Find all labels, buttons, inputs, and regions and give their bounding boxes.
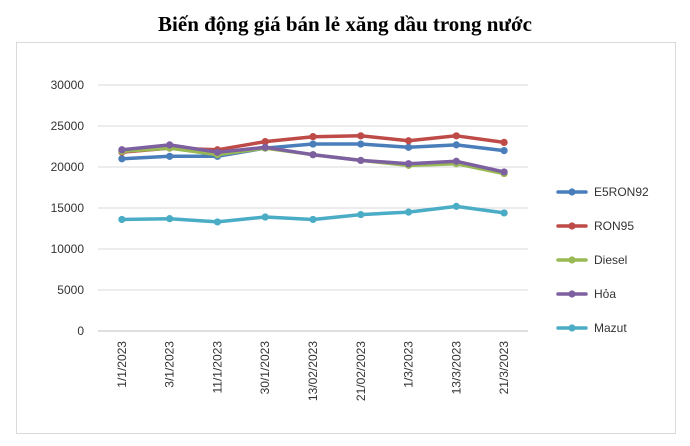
data-point: [261, 143, 269, 151]
data-point: [309, 151, 317, 159]
x-tick-label: 13/02/2023: [306, 341, 320, 401]
x-tick-label: 11/1/2023: [210, 341, 224, 394]
y-tick-label: 5000: [57, 283, 84, 297]
data-point: [357, 140, 365, 148]
x-tick-label: 30/1/2023: [258, 341, 272, 395]
data-point: [166, 152, 174, 160]
chart-frame: [16, 42, 676, 434]
x-tick-label: 21/02/2023: [354, 341, 368, 401]
y-tick-label: 0: [77, 324, 84, 338]
y-tick-label: 25000: [51, 119, 85, 133]
data-point: [452, 141, 460, 149]
data-point: [118, 215, 126, 224]
x-tick-label: 1/3/2023: [402, 341, 416, 388]
data-point: [357, 132, 365, 140]
legend-marker: [568, 290, 576, 298]
data-point: [452, 157, 460, 165]
data-point: [213, 148, 222, 156]
data-point: [261, 137, 269, 146]
data-point: [261, 213, 269, 221]
data-point: [500, 147, 508, 155]
data-point: [404, 208, 413, 216]
data-point: [166, 215, 174, 223]
data-point: [309, 133, 317, 141]
data-point: [404, 143, 413, 151]
y-tick-label: 20000: [51, 160, 85, 174]
data-point: [500, 209, 508, 217]
data-point: [452, 132, 460, 140]
data-point: [500, 168, 508, 176]
data-point: [404, 137, 413, 145]
data-point: [309, 140, 317, 148]
legend-label: Hỏa: [594, 287, 616, 301]
x-tick-label: 13/3/2023: [449, 341, 463, 395]
legend-label: E5RON92: [594, 185, 649, 199]
y-tick-label: 15000: [51, 201, 85, 215]
data-point: [309, 215, 317, 224]
y-tick-label: 10000: [51, 242, 85, 256]
legend-label: Mazut: [594, 321, 627, 335]
x-tick-label: 1/1/2023: [115, 341, 129, 388]
legend-label: Diesel: [594, 253, 627, 267]
legend-marker: [568, 324, 576, 332]
chart-title: Biến động giá bán lẻ xăng dầu trong nước: [158, 12, 532, 36]
data-point: [452, 202, 460, 210]
data-point: [500, 138, 508, 146]
data-point: [166, 141, 174, 149]
legend-marker: [568, 222, 576, 230]
x-tick-label: 3/1/2023: [163, 341, 177, 388]
y-tick-label: 30000: [51, 78, 85, 92]
x-tick-label: 21/3/2023: [497, 341, 511, 395]
legend-marker: [568, 188, 576, 196]
data-point: [213, 218, 222, 226]
legend-label: RON95: [594, 219, 634, 233]
data-point: [404, 160, 413, 168]
data-point: [118, 155, 126, 163]
legend-marker: [568, 256, 576, 264]
data-point: [357, 156, 365, 165]
data-point: [357, 210, 365, 219]
data-point: [118, 146, 126, 154]
